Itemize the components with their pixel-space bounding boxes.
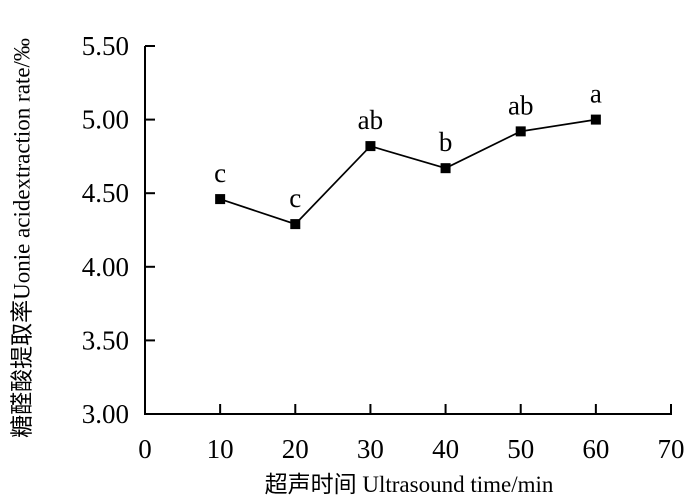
y-tick-label: 4.50 — [82, 178, 129, 208]
significance-label: ab — [358, 105, 383, 135]
data-line — [219, 118, 596, 226]
significance-label: c — [289, 183, 301, 213]
data-point-marker — [365, 141, 376, 152]
data-point-marker — [515, 126, 526, 137]
significance-label: a — [590, 79, 602, 109]
x-tick-label: 40 — [432, 434, 459, 464]
x-tick-label: 70 — [658, 434, 685, 464]
y-tick-label: 4.00 — [82, 252, 129, 282]
x-axis-label: 超声时间 Ultrasound time/min — [264, 472, 554, 497]
y-tick-label: 5.00 — [82, 105, 129, 135]
data-point-marker — [290, 219, 301, 230]
data-point-marker — [590, 114, 601, 125]
x-tick-label: 10 — [207, 434, 234, 464]
significance-label: ab — [508, 90, 533, 120]
x-tick-label: 60 — [582, 434, 609, 464]
x-tick-label: 30 — [357, 434, 384, 464]
y-tick-label: 5.50 — [82, 31, 129, 61]
x-tick-label: 0 — [138, 434, 152, 464]
significance-label: c — [214, 158, 226, 188]
x-tick-label: 20 — [282, 434, 309, 464]
x-tick-label: 50 — [507, 434, 534, 464]
y-axis-label: 糖醛酸提取率Uonie acidextraction rate/‰ — [9, 38, 35, 438]
significance-label: b — [439, 127, 453, 157]
y-tick-label: 3.50 — [82, 325, 129, 355]
y-tick-label: 3.00 — [82, 399, 129, 429]
data-point-marker — [215, 194, 226, 205]
data-point-marker — [440, 163, 451, 174]
